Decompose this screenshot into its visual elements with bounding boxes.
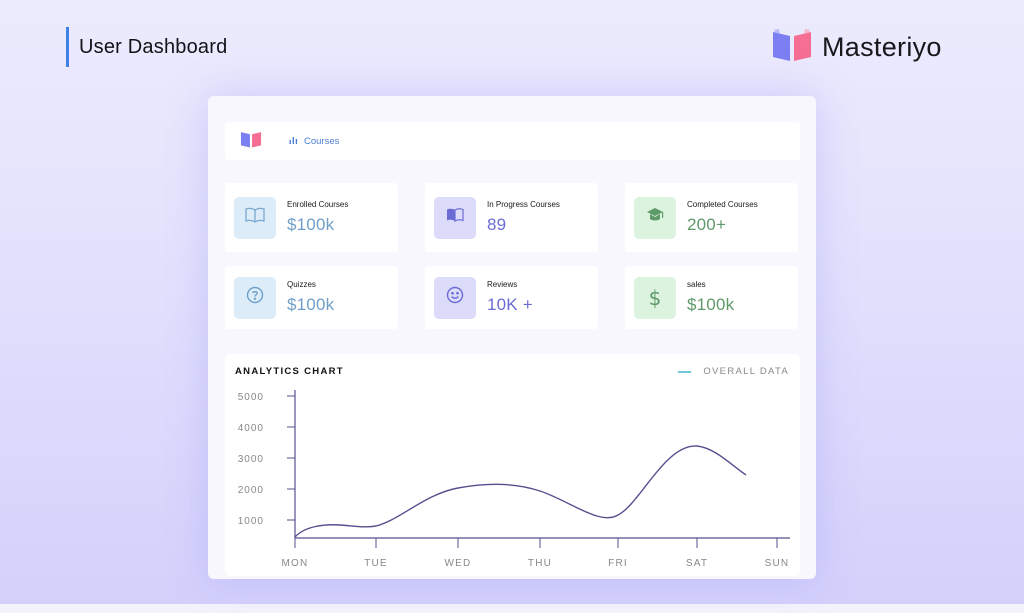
x-tick-label: SAT bbox=[686, 558, 708, 569]
overall-data-line bbox=[294, 445, 747, 538]
y-axis-labels: 5000 4000 3000 2000 1000 bbox=[238, 392, 264, 527]
x-axis-labels: MON TUE WED THU FRI SAT SUN bbox=[282, 558, 790, 569]
y-tick-label: 1000 bbox=[238, 516, 264, 527]
page-title-text: User Dashboard bbox=[79, 35, 228, 58]
x-tick-label: WED bbox=[445, 558, 472, 569]
smiley-icon bbox=[446, 286, 464, 309]
legend-swatch-icon bbox=[678, 370, 692, 373]
stat-value: 10K + bbox=[487, 295, 533, 314]
top-nav-bar: Courses bbox=[225, 122, 800, 160]
stat-card-sales[interactable]: $ sales $100k bbox=[625, 266, 798, 329]
graduation-cap-icon bbox=[646, 207, 664, 228]
stat-card-in-progress-courses[interactable]: In Progress Courses 89 bbox=[425, 183, 598, 252]
stat-card-reviews[interactable]: Reviews 10K + bbox=[425, 266, 598, 329]
brand-logo: Masteriyo bbox=[771, 28, 942, 66]
dollar-icon: $ bbox=[648, 285, 662, 310]
stat-label: In Progress Courses bbox=[487, 200, 560, 209]
stat-label: Reviews bbox=[487, 280, 518, 289]
x-tick-label: SUN bbox=[765, 558, 790, 569]
nav-item-courses[interactable]: Courses bbox=[289, 135, 339, 147]
y-tick-label: 3000 bbox=[238, 454, 264, 465]
x-tick-label: THU bbox=[528, 558, 552, 569]
brand-name: Masteriyo bbox=[822, 31, 942, 62]
stat-card-quizzes[interactable]: Quizzes $100k bbox=[225, 266, 398, 329]
stat-label: Enrolled Courses bbox=[287, 200, 349, 209]
stat-value: $100k bbox=[287, 295, 335, 314]
stat-label: Completed Courses bbox=[687, 200, 758, 209]
stat-icon-box: $ bbox=[634, 276, 676, 319]
stat-icon-box bbox=[234, 196, 276, 239]
chart-legend[interactable]: OVERALL DATA bbox=[678, 366, 789, 377]
open-book-icon bbox=[245, 207, 265, 228]
stat-label: Quizzes bbox=[287, 280, 316, 289]
stat-card-enrolled-courses[interactable]: Enrolled Courses $100k bbox=[225, 183, 398, 252]
page-bottom-strip bbox=[0, 604, 1024, 613]
x-tick-label: TUE bbox=[364, 558, 388, 569]
y-tick-label: 2000 bbox=[238, 485, 264, 496]
x-tick-label: FRI bbox=[608, 558, 628, 569]
bar-chart-icon bbox=[289, 135, 298, 147]
stat-icon-box bbox=[634, 196, 676, 239]
stat-icon-box bbox=[234, 276, 276, 319]
x-tick-label: MON bbox=[282, 558, 309, 569]
y-tick-label: 4000 bbox=[238, 423, 264, 434]
analytics-chart-card: ANALYTICS CHART OVERALL DATA 5000 4000 3 bbox=[225, 354, 800, 576]
stat-label: sales bbox=[687, 280, 706, 289]
y-tick-label: 5000 bbox=[238, 392, 264, 403]
page-title: User Dashboard bbox=[66, 27, 227, 67]
book-logo-icon[interactable] bbox=[239, 130, 263, 153]
stat-icon-box bbox=[434, 276, 476, 319]
question-circle-icon bbox=[246, 286, 264, 309]
stat-value: 200+ bbox=[687, 215, 727, 234]
book-logo-icon bbox=[771, 28, 813, 67]
book-half-icon bbox=[446, 208, 464, 227]
chart-title: ANALYTICS CHART bbox=[235, 366, 344, 377]
stat-value: $100k bbox=[287, 215, 335, 234]
dashboard-panel: Courses Enrolled Courses $100k bbox=[208, 96, 816, 579]
stat-card-completed-courses[interactable]: Completed Courses 200+ bbox=[625, 183, 798, 252]
stat-value: $100k bbox=[687, 295, 735, 314]
line-chart: 5000 4000 3000 2000 1000 MON TUE WED bbox=[238, 390, 790, 569]
legend-label: OVERALL DATA bbox=[703, 366, 789, 377]
nav-item-label: Courses bbox=[304, 135, 340, 147]
stat-icon-box bbox=[434, 196, 476, 239]
stat-value: 89 bbox=[487, 215, 507, 234]
